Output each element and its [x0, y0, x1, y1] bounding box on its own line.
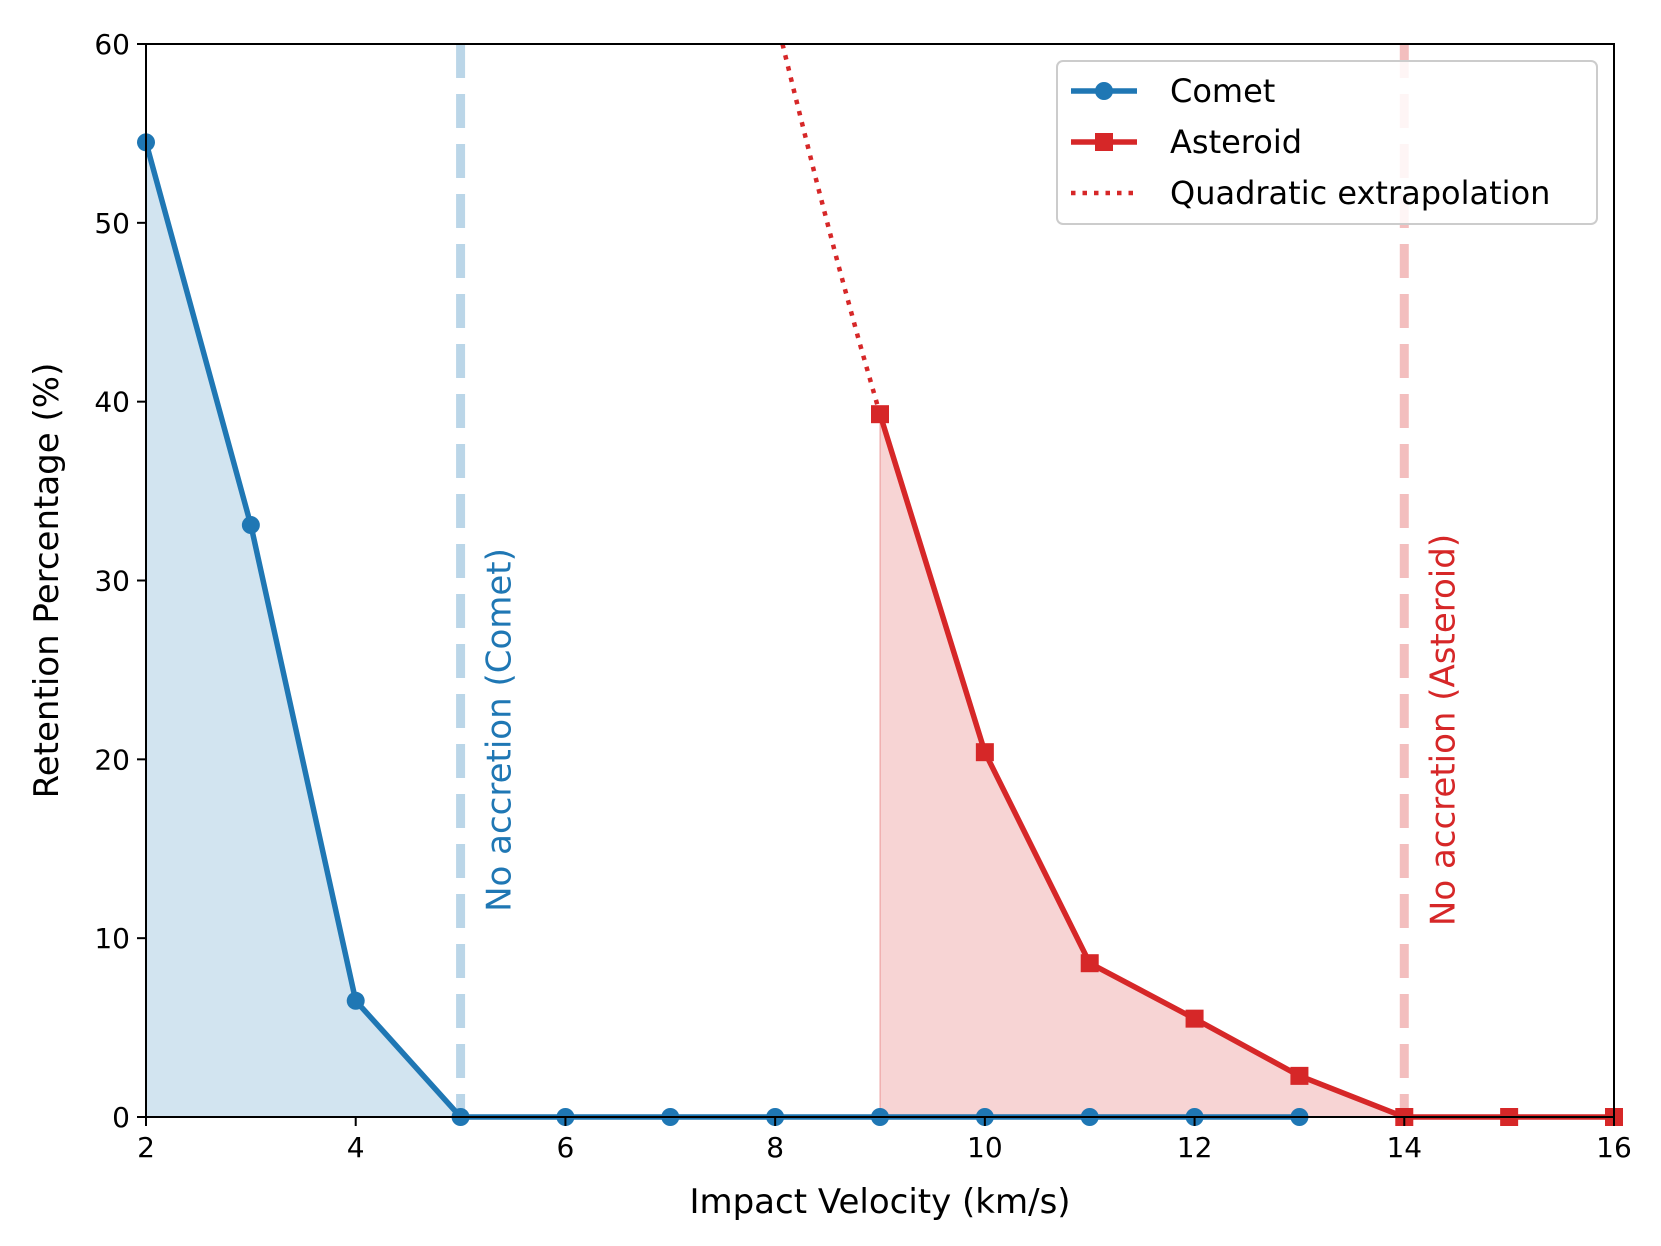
y-tick-label: 10 [94, 922, 130, 955]
y-tick-label: 30 [94, 565, 130, 598]
x-tick-label: 12 [1177, 1131, 1213, 1164]
no-accretion-label: No accretion (Asteroid) [1423, 534, 1463, 926]
y-tick-label: 0 [112, 1101, 130, 1134]
asteroid-point [1080, 954, 1099, 973]
legend-comet-label: Comet [1170, 72, 1275, 110]
asteroid-point [1290, 1066, 1309, 1085]
y-axis-label: Retention Percentage (%) [27, 363, 67, 799]
asteroid-point [1185, 1009, 1204, 1028]
x-tick-label: 14 [1386, 1131, 1422, 1164]
legend-quadratic-extrapolation-label: Quadratic extrapolation [1170, 174, 1550, 212]
comet-point [241, 516, 260, 535]
no-accretion-label: No accretion (Comet) [480, 548, 520, 912]
legend-asteroid-label: Asteroid [1170, 123, 1302, 161]
y-tick-label: 60 [94, 28, 130, 61]
x-axis-label: Impact Velocity (km/s) [689, 1182, 1070, 1222]
x-axis-ticks: 2 4 6 8 10 12 14 16 [137, 1117, 1632, 1164]
legend-comet-marker [1095, 82, 1113, 100]
x-tick-label: 6 [557, 1131, 575, 1164]
x-tick-label: 10 [967, 1131, 1003, 1164]
comet-fill-area [145, 142, 463, 1118]
asteroid-fill-area [879, 413, 1405, 1118]
x-tick-label: 4 [347, 1131, 365, 1164]
quadratic-extrapolation-line [780, 43, 883, 415]
y-axis-ticks: 0 10 20 30 40 50 60 [94, 28, 146, 1134]
legend-asteroid-marker [1095, 133, 1113, 151]
comet-point [346, 991, 365, 1010]
x-tick-label: 16 [1596, 1131, 1632, 1164]
x-tick-label: 8 [766, 1131, 784, 1164]
asteroid-point [975, 743, 994, 762]
y-tick-label: 50 [94, 207, 130, 240]
fill-areas [145, 142, 1405, 1118]
y-tick-label: 20 [94, 743, 130, 776]
legend-box [1056, 60, 1598, 225]
legend: Comet Asteroid Quadratic extrapolation [1056, 60, 1598, 225]
x-tick-label: 2 [137, 1131, 155, 1164]
y-tick-label: 40 [94, 386, 130, 419]
